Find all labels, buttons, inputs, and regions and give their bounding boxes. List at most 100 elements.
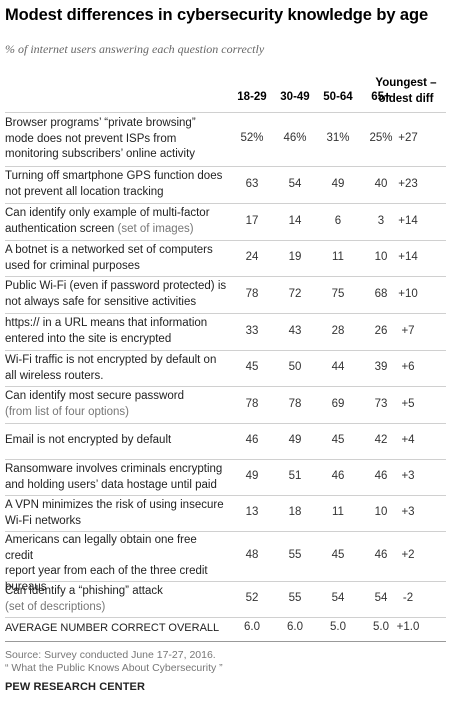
value-cell: 10	[374, 506, 388, 518]
diff-cell: +3	[401, 506, 415, 518]
row-label-line: Public Wi-Fi (even if password protected…	[5, 280, 227, 292]
value-cell: 39	[374, 361, 388, 373]
value-cell: 49	[331, 178, 345, 190]
value-cell: 51	[288, 470, 302, 482]
value-cell: 40	[374, 178, 388, 190]
diff-cell: +27	[398, 132, 418, 144]
row-label-line: Ransomware involves criminals encrypting	[5, 463, 223, 475]
value-cell: 28	[331, 325, 345, 337]
value-cell: 33	[245, 325, 259, 337]
row-label: Can identify a “phishing” attack (set of …	[5, 584, 227, 615]
row-label-line: mode does not prevent ISPs from	[5, 132, 177, 145]
value-cell: 46	[245, 434, 259, 446]
row-label-line: A VPN minimizes the risk of using insecu…	[5, 499, 224, 511]
value-cell: 6	[334, 215, 342, 227]
report-note: “ What the Public Knows About Cybersecur…	[5, 662, 223, 674]
value-cell: 42	[374, 434, 388, 446]
value-cell: 46%	[283, 132, 307, 144]
table-row: https:// in a URL means that information…	[0, 313, 449, 350]
value-cell: 11	[332, 506, 344, 518]
value-cell: 10	[374, 251, 388, 263]
row-label: Email is not encrypted by default	[5, 433, 227, 449]
average-value-cell: 5.0	[373, 621, 389, 633]
row-divider	[5, 313, 446, 314]
row-divider	[5, 386, 446, 387]
column-header-65+: 65+	[371, 91, 391, 103]
row-label-line: all wireless routers.	[5, 369, 104, 382]
table-row: Turning off smartphone GPS function does…	[0, 166, 449, 203]
value-cell: 43	[288, 325, 302, 337]
value-cell: 18	[288, 506, 302, 518]
average-label: AVERAGE NUMBER CORRECT OVERALL	[5, 622, 220, 634]
value-cell: 49	[245, 470, 259, 482]
row-divider	[5, 240, 446, 241]
source-note: Source: Survey conducted June 17-27, 201…	[5, 649, 216, 661]
value-cell: 19	[288, 251, 302, 263]
table-row: Can identify only example of multi-facto…	[0, 203, 449, 240]
table-row: A VPN minimizes the risk of using insecu…	[0, 495, 449, 531]
row-divider	[5, 531, 446, 532]
pew-logo-text: PEW RESEARCH CENTER	[5, 681, 146, 693]
value-cell: 46	[374, 549, 388, 561]
value-cell: 55	[288, 592, 302, 604]
row-divider	[5, 112, 446, 113]
row-label-line: entered into the site is encrypted	[5, 332, 172, 345]
chart-subtitle: % of internet users answering each quest…	[5, 42, 265, 56]
row-label-note: (set of images)	[117, 222, 194, 235]
value-cell: 17	[245, 215, 259, 227]
value-cell: 63	[245, 178, 259, 190]
value-cell: 14	[288, 215, 302, 227]
chart-title: Modest differences in cybersecurity know…	[5, 6, 429, 24]
value-cell: 46	[374, 470, 388, 482]
table-row: Wi-Fi traffic is not encrypted by defaul…	[0, 350, 449, 386]
value-cell: 69	[331, 398, 345, 410]
value-cell: 73	[374, 398, 388, 410]
row-divider	[5, 423, 446, 424]
row-label-line: monitoring subscribers’ online activity	[5, 148, 196, 160]
value-cell: 46	[331, 470, 345, 482]
row-label-line: and holding users’ data hostage until pa…	[5, 478, 217, 491]
column-header-50-64: 50-64	[323, 91, 353, 103]
row-label-line: Wi-Fi traffic is not encrypted by defaul…	[5, 354, 217, 366]
diff-cell: +6	[401, 361, 415, 373]
row-label-line: Can identify most secure password	[5, 390, 184, 402]
value-cell: 26	[374, 325, 388, 337]
value-cell: 54	[331, 592, 345, 604]
column-header-30-49: 30-49	[280, 91, 310, 103]
value-cell: 31%	[326, 132, 350, 144]
row-divider	[5, 495, 446, 496]
diff-cell: +7	[401, 325, 415, 337]
diff-column-header: Youngest – oldest diff	[366, 75, 446, 107]
row-label: Ransomware involves criminals encrypting…	[5, 462, 227, 493]
value-cell: 54	[288, 178, 302, 190]
diff-cell: +4	[401, 434, 415, 446]
value-cell: 11	[332, 251, 344, 263]
value-cell: 72	[288, 288, 302, 300]
row-label: Public Wi-Fi (even if password protected…	[5, 279, 227, 310]
value-cell: 45	[331, 434, 345, 446]
row-label-line: Can identify only example of multi-facto…	[5, 207, 210, 219]
average-value-cell: 5.0	[330, 621, 346, 633]
row-divider	[5, 459, 446, 460]
row-label-line: Can identify a “phishing” attack	[5, 585, 163, 597]
table-row: Ransomware involves criminals encrypting…	[0, 459, 449, 495]
diff-cell: +14	[398, 251, 418, 263]
table-row: A botnet is a networked set of computers…	[0, 240, 449, 276]
average-value-cell: 6.0	[287, 621, 303, 633]
diff-cell: +3	[401, 470, 415, 482]
row-label-note: (set of descriptions)	[5, 600, 106, 613]
value-cell: 45	[331, 549, 345, 561]
value-cell: 78	[245, 398, 259, 410]
value-cell: 55	[288, 549, 302, 561]
value-cell: 13	[245, 506, 259, 518]
row-label-line: Wi-Fi networks	[5, 514, 82, 527]
table-row: Can identify a “phishing” attack (set of …	[0, 581, 449, 617]
value-cell: 45	[245, 361, 259, 373]
value-cell: 49	[288, 434, 302, 446]
row-divider	[5, 617, 446, 618]
table-row: Email is not encrypted by default 46 49 45 4…	[0, 423, 449, 459]
diff-cell: +2	[401, 549, 415, 561]
average-row: AVERAGE NUMBER CORRECT OVERALL 6.0 6.0 5.0 5…	[0, 617, 449, 637]
value-cell: 75	[331, 288, 345, 300]
value-cell: 52	[245, 592, 259, 604]
